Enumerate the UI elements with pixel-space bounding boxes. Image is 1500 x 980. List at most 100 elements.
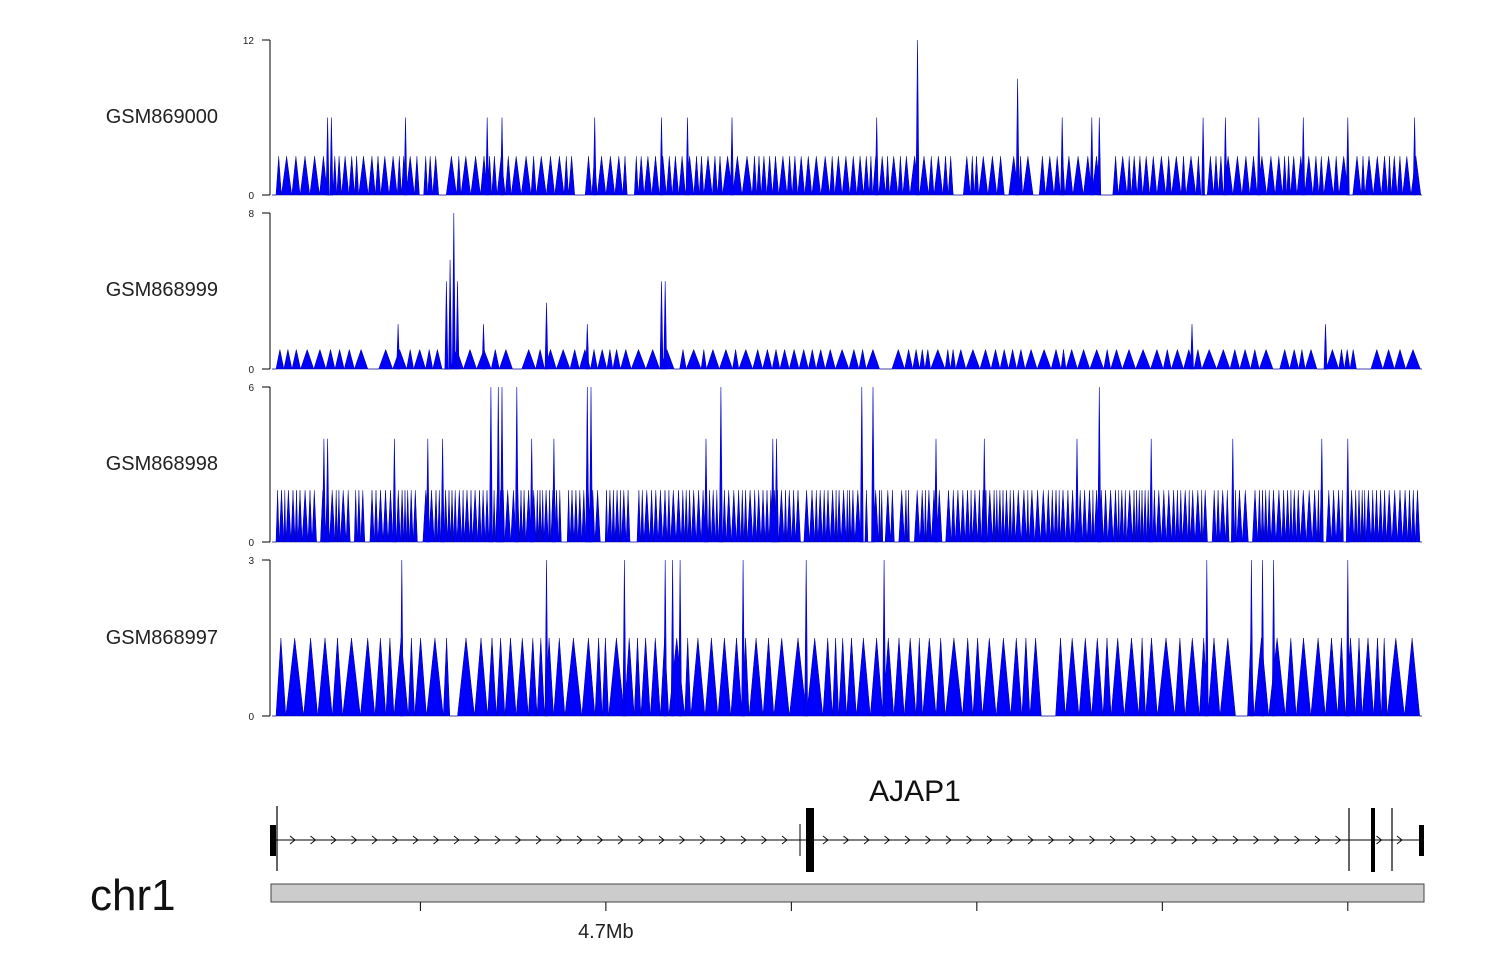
strand-arrow-14 [576,835,583,845]
peak-marks-gsm869000 [325,39,1417,196]
exon-6 [1371,808,1375,872]
peak-gsm868997-7 [804,559,809,717]
strand-arrow-37 [1068,835,1075,845]
peak-gsm869000-18 [1301,117,1306,196]
peak-gsm868999-11 [1323,324,1328,370]
exon-1 [270,825,276,856]
peak-gsm868997-4 [670,559,675,717]
strand-arrow-10 [494,835,501,845]
peak-gsm868999-10 [1190,324,1194,370]
chromosome-axis: chr1 4.7Mb [90,871,1425,943]
y-tick-label-max-gsm868997: 3 [248,556,254,567]
peak-gsm868999-1 [444,281,449,370]
x-tick-label-4-7mb: 4.7Mb [578,921,634,943]
peak-marks-gsm868997 [399,559,1350,717]
peak-gsm868998-23 [1149,438,1154,543]
strand-arrow-2 [330,835,337,845]
strand-arrow-32 [966,835,973,845]
track-gsm869000: GSM869000 12 0 [106,36,1422,202]
strand-arrow-0 [289,835,296,845]
peak-gsm868999-0 [396,324,400,370]
chromosome-bar [270,883,1425,903]
peak-gsm868999-7 [585,324,590,370]
track-label-gsm868999: GSM868999 [106,279,218,301]
strand-arrow-3 [351,835,358,845]
peak-gsm869000-11 [1015,78,1020,196]
peak-gsm869000-8 [730,117,734,196]
peak-gsm868997-13 [1345,559,1350,717]
peak-gsm868998-17 [859,386,864,543]
exon-8 [1419,825,1424,856]
strand-arrow-6 [412,835,419,845]
peak-gsm868998-13 [704,438,708,543]
track-gsm868998: GSM868998 6 0 [106,383,1422,549]
strand-arrow-15 [597,835,604,845]
peak-gsm868998-9 [529,438,534,543]
strand-arrow-36 [1048,835,1055,845]
peak-gsm868998-8 [514,386,519,543]
strand-arrow-26 [843,835,850,845]
strand-arrow-33 [986,835,993,845]
peak-gsm868997-10 [1249,559,1254,717]
gene-label: AJAP1 [869,775,961,808]
peak-gsm868997-8 [882,559,886,717]
peak-gsm868997-6 [741,559,745,717]
peak-gsm868998-5 [489,386,493,543]
peak-gsm868997-3 [663,559,668,717]
strand-arrow-25 [822,835,829,845]
gene-model: AJAP1 [270,775,1424,872]
peak-gsm869000-14 [1097,117,1102,196]
strand-arrow-48 [1294,835,1301,845]
peak-gsm868999-9 [663,281,668,370]
peak-gsm868999-4 [455,281,460,370]
strand-arrow-7 [433,835,440,845]
strand-arrow-4 [371,835,378,845]
strand-arrow-30 [925,835,932,845]
strand-arrow-40 [1130,835,1137,845]
peak-marks-gsm868999 [396,212,1328,370]
peak-gsm869000-2 [403,117,408,196]
peak-gsm868998-19 [934,438,938,543]
y-tick-label-max-gsm868999: 8 [248,209,254,220]
strand-arrow-5 [392,835,399,845]
strand-arrow-18 [658,835,665,845]
peak-gsm868997-9 [1204,559,1209,717]
signal-area-gsm868998 [272,490,1422,543]
peak-gsm869000-13 [1089,117,1094,196]
strand-arrow-50 [1335,835,1342,845]
peak-gsm868998-14 [719,386,723,543]
strand-arrow-20 [699,835,706,845]
peak-gsm868998-1 [325,438,330,543]
y-tick-label-min-gsm868997: 0 [248,712,254,723]
peak-gsm868997-5 [678,559,682,717]
peak-gsm868999-8 [659,281,664,370]
y-tick-label-max-gsm869000: 12 [243,36,255,47]
strand-arrow-11 [515,835,522,845]
peak-gsm868997-1 [544,559,549,717]
peak-gsm868997-2 [622,559,627,717]
peak-gsm868998-7 [500,386,504,543]
track-label-gsm869000: GSM869000 [106,106,218,128]
strand-arrow-35 [1027,835,1034,845]
peak-gsm868998-26 [1345,438,1350,543]
track-label-gsm868998: GSM868998 [106,453,218,475]
peak-gsm868997-0 [399,559,404,717]
y-tick-label-max-gsm868998: 6 [248,383,254,394]
track-label-gsm868997: GSM868997 [106,627,218,649]
peak-gsm869000-6 [659,117,664,196]
strand-arrow-19 [679,835,686,845]
peak-gsm869000-1 [329,117,334,196]
peak-gsm869000-0 [325,117,330,196]
peak-gsm869000-5 [592,117,597,196]
y-tick-label-min-gsm868998: 0 [248,538,254,549]
x-axis-ticks [419,902,1349,911]
strand-arrow-24 [781,835,788,845]
peak-gsm869000-19 [1345,117,1350,196]
strand-arrow-13 [556,835,563,845]
strand-arrow-12 [535,835,542,845]
strand-arrow-9 [474,835,481,845]
track-gsm868999: GSM868999 8 0 [106,209,1422,376]
peak-gsm868998-15 [770,438,775,543]
strand-arrow-52 [1396,835,1403,845]
